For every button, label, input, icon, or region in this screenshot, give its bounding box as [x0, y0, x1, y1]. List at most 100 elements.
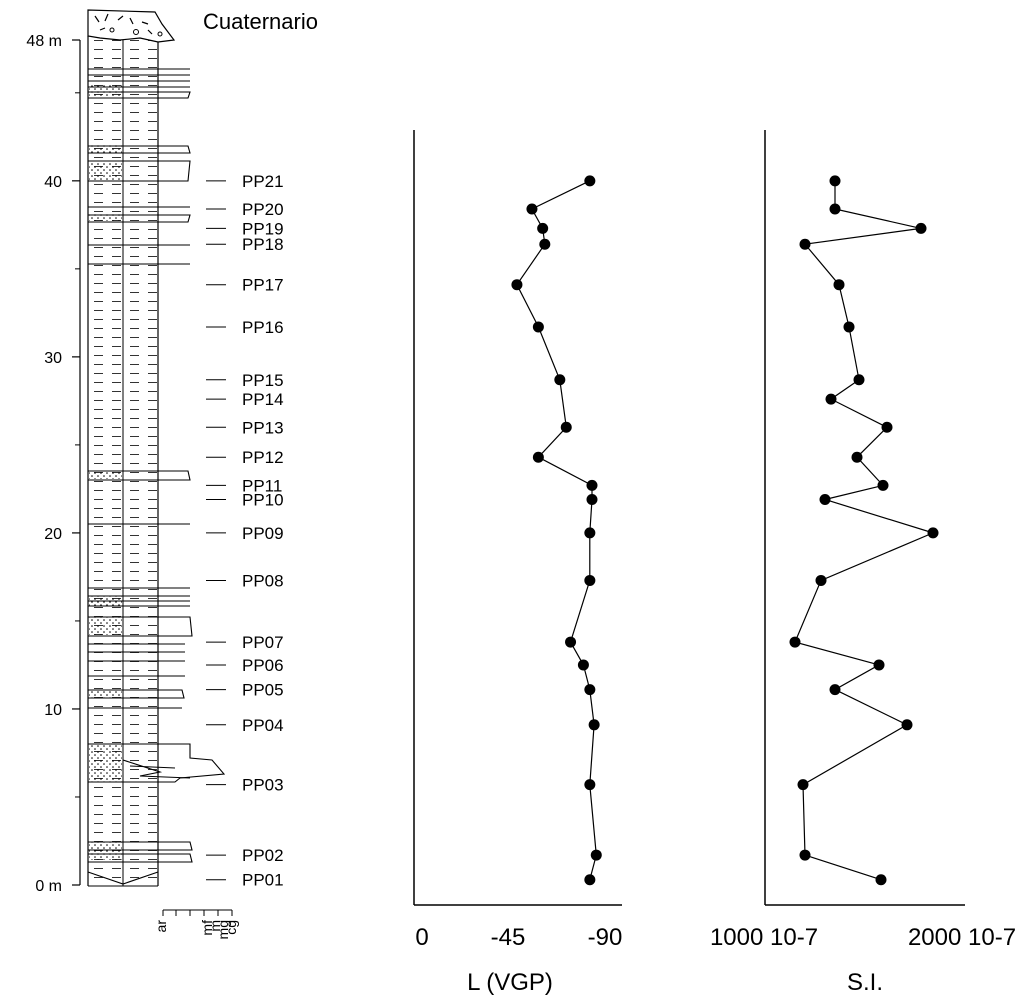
si-x-label: S.I. [847, 969, 883, 996]
vgp-point [532, 451, 544, 463]
stratigraphic-column: 48 m 40 30 20 10 0 m [26, 9, 318, 939]
vgp-tick-label: -90 [588, 924, 623, 951]
sample-labels: PP01 PP02 PP03 PP04 PP05 PP06 PP07 PP08 PP09 PP10… [206, 172, 284, 890]
vgp-point [586, 493, 598, 505]
si-point [915, 222, 927, 234]
si-tick-label: 2000 10-7 [908, 924, 1016, 951]
si-point [819, 493, 831, 505]
depth-tick-label: 10 [44, 702, 62, 719]
quaternary-pebble [109, 27, 115, 33]
grain-size-label: cg [223, 920, 239, 935]
vgp-tick-label: 0 [415, 924, 428, 951]
vgp-point [577, 659, 589, 671]
vgp-point [590, 849, 602, 861]
quaternary-clasts [94, 13, 153, 35]
depth-ticks: 48 m 40 30 20 10 0 m [26, 33, 80, 895]
vgp-point [584, 527, 596, 539]
vgp-point [586, 479, 598, 491]
sample-label: PP21 [242, 172, 284, 191]
grain-size-label: mf [199, 920, 215, 936]
vgp-point [532, 321, 544, 333]
sample-label: PP02 [242, 846, 284, 865]
sample-label: PP04 [242, 716, 284, 735]
vgp-point [584, 779, 596, 791]
si-point [833, 279, 845, 291]
sandstone-bed [89, 162, 122, 180]
vgp-point [511, 279, 523, 291]
depth-tick-label: 0 m [35, 878, 62, 895]
sample-label: PP08 [242, 571, 284, 590]
grain-size-label: m [207, 920, 223, 932]
sample-label: PP16 [242, 318, 284, 337]
sample-label: PP01 [242, 871, 284, 890]
si-point [843, 321, 855, 333]
sample-label: PP12 [242, 448, 284, 467]
grain-size-label: ar [153, 920, 169, 933]
si-point [875, 874, 887, 886]
depth-tick-label: 20 [44, 526, 62, 543]
sandstone-bed [89, 84, 122, 96]
si-point [853, 374, 865, 386]
sample-label: PP14 [242, 390, 284, 409]
si-points [789, 175, 939, 886]
si-point [815, 574, 827, 586]
vgp-point [539, 238, 551, 250]
sandstone-bed [89, 842, 122, 860]
sample-label: PP18 [242, 235, 284, 254]
vgp-point [560, 421, 572, 433]
vgp-panel: 0 -45 -90 L (VGP) [413, 130, 622, 996]
sandstone-bed [89, 617, 122, 635]
vgp-x-label: L (VGP) [467, 969, 553, 996]
si-point [799, 238, 811, 250]
vgp-point [554, 374, 566, 386]
sample-label: PP10 [242, 490, 284, 509]
sample-label: PP07 [242, 633, 284, 652]
si-point [851, 451, 863, 463]
si-point [789, 636, 801, 648]
si-point [877, 479, 889, 491]
vgp-x-ticks: 0 -45 -90 [415, 924, 622, 951]
si-point [829, 684, 841, 696]
sample-label: PP11 [242, 476, 282, 495]
vgp-series-line [516, 180, 597, 880]
si-point [901, 719, 913, 731]
sandstone-bed [89, 744, 122, 782]
vgp-point [565, 636, 577, 648]
bed-boundaries [87, 68, 226, 887]
depth-tick-label: 30 [44, 350, 62, 367]
si-point [873, 659, 885, 671]
sample-label: PP15 [242, 371, 284, 390]
si-panel: 1000 10-7 2000 10-7 S.I. [710, 130, 1016, 996]
vgp-point [584, 684, 596, 696]
si-point [825, 393, 837, 405]
sandstone-bed [89, 145, 122, 153]
vgp-points [511, 175, 602, 886]
sandstone-bed [89, 690, 122, 698]
sample-label: PP13 [242, 418, 284, 437]
sample-label: PP17 [242, 276, 284, 295]
vgp-point [584, 574, 596, 586]
si-point [927, 527, 939, 539]
si-point [799, 849, 811, 861]
depth-tick-label: 48 m [26, 33, 62, 50]
si-point [829, 175, 841, 187]
quaternary-pebble [133, 29, 139, 35]
grain-size-label: mg [215, 920, 231, 939]
formation-label: Cuaternario [203, 9, 318, 34]
si-point [829, 203, 841, 215]
grain-size-scale [162, 909, 233, 916]
sample-label: PP20 [242, 200, 284, 219]
sample-label: PP06 [242, 656, 284, 675]
si-x-ticks: 1000 10-7 2000 10-7 [710, 924, 1016, 951]
si-tick-label: 1000 10-7 [710, 924, 818, 951]
sample-label: PP05 [242, 681, 284, 700]
vgp-tick-label: -45 [491, 924, 526, 951]
vgp-point [584, 175, 596, 187]
sample-label: PP09 [242, 524, 284, 543]
sample-label: PP19 [242, 219, 284, 238]
depth-tick-label: 40 [44, 174, 62, 191]
si-point [797, 779, 809, 791]
si-series-line [794, 180, 935, 881]
